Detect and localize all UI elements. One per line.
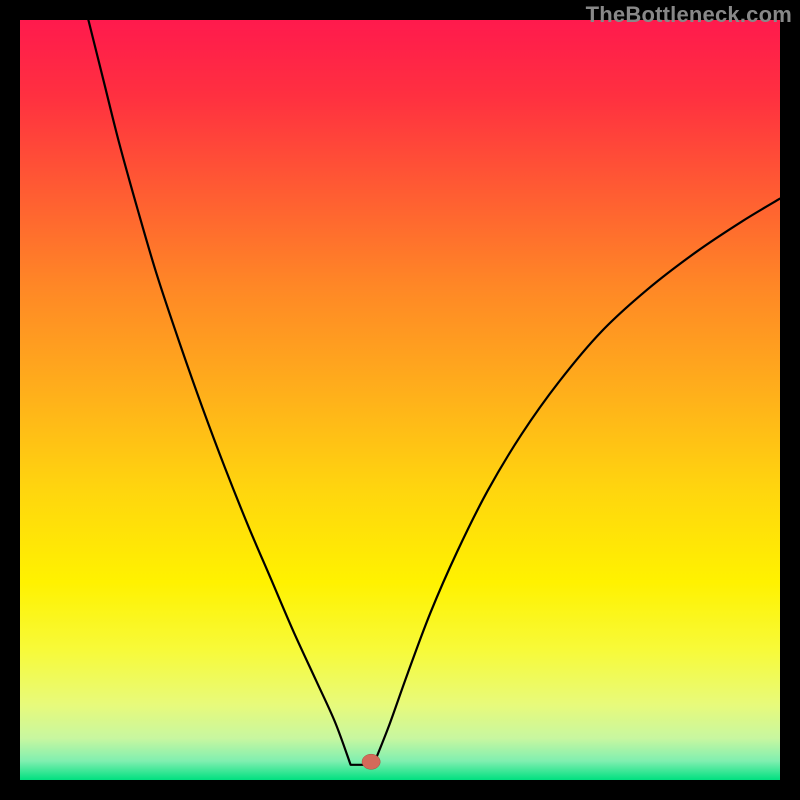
watermark-text: TheBottleneck.com: [586, 2, 792, 28]
gradient-background: [20, 20, 780, 780]
chart-container: TheBottleneck.com: [0, 0, 800, 800]
optimum-marker: [362, 754, 380, 769]
bottleneck-curve-chart: [20, 20, 780, 780]
plot-area: [20, 20, 780, 780]
